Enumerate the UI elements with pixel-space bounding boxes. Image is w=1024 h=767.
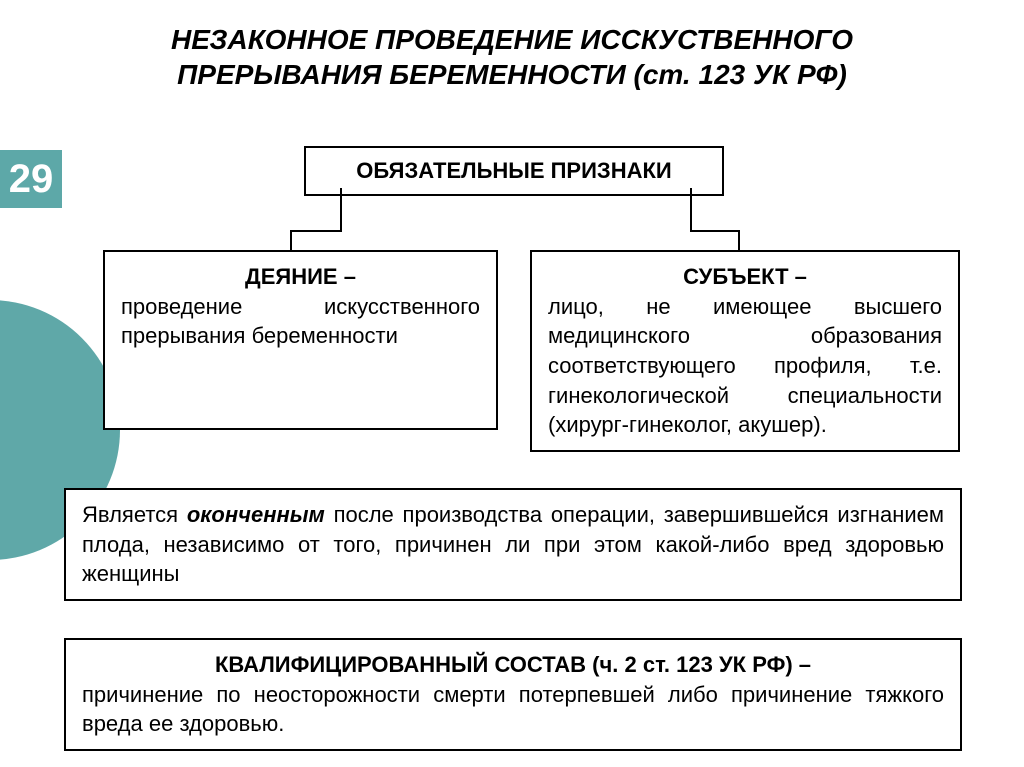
connector-line — [690, 188, 692, 232]
connector-line — [340, 188, 342, 232]
slide-number: 29 — [0, 150, 62, 208]
subject-label: СУБЪЕКТ – — [683, 264, 807, 289]
qualified-text: причинение по неосторожности смерти поте… — [82, 682, 944, 737]
deed-text: проведение искусственного прерывания бер… — [121, 294, 480, 349]
connector-line — [290, 230, 292, 250]
connector-line — [738, 230, 740, 250]
finished-prefix: Является — [82, 502, 187, 527]
finished-box: Является оконченным после производства о… — [64, 488, 962, 601]
connector-line — [690, 230, 740, 232]
subject-text: лицо, не имеющее высшего медицинского об… — [548, 294, 942, 438]
mandatory-signs-box: ОБЯЗАТЕЛЬНЫЕ ПРИЗНАКИ — [304, 146, 724, 196]
deed-box: ДЕЯНИЕ – проведение искусственного преры… — [103, 250, 498, 430]
finished-em: оконченным — [187, 502, 325, 527]
qualified-head: КВАЛИФИЦИРОВАННЫЙ СОСТАВ (ч. 2 ст. 123 У… — [82, 650, 944, 680]
connector-line — [290, 230, 342, 232]
subject-box: СУБЪЕКТ – лицо, не имеющее высшего медиц… — [530, 250, 960, 452]
qualified-box: КВАЛИФИЦИРОВАННЫЙ СОСТАВ (ч. 2 ст. 123 У… — [64, 638, 962, 751]
page-title: НЕЗАКОННОЕ ПРОВЕДЕНИЕ ИССКУСТВЕННОГО ПРЕ… — [0, 0, 1024, 106]
deed-label: ДЕЯНИЕ – — [245, 264, 356, 289]
